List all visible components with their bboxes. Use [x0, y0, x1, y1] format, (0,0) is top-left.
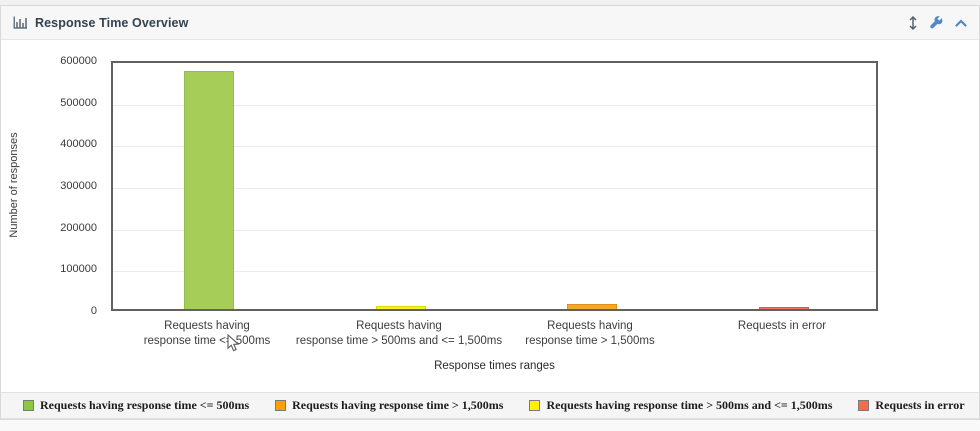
page-background-strip — [0, 0, 980, 5]
mouse-cursor — [227, 333, 242, 357]
x-axis-title: Response times ranges — [434, 360, 555, 372]
y-tick-label: 300000 — [60, 180, 97, 192]
legend-label: Requests having response time <= 500ms — [40, 398, 250, 412]
y-tick-label: 500000 — [60, 96, 97, 109]
panel-header: Response Time Overview — [1, 6, 979, 40]
panel-title: Response Time Overview — [35, 15, 189, 30]
legend-item[interactable]: Requests in error — [858, 398, 965, 413]
legend-label: Requests having response time > 1,500ms — [292, 398, 504, 412]
y-tick-label: 200000 — [60, 221, 97, 234]
gridline — [113, 229, 876, 231]
collapse-panel-icon[interactable] — [955, 18, 967, 27]
bar-chart-icon — [13, 16, 28, 29]
resize-vertical-icon[interactable] — [908, 15, 918, 30]
legend-item[interactable]: Requests having response time <= 500ms — [23, 398, 249, 413]
bar[interactable] — [376, 306, 426, 309]
y-tick-label: 600000 — [60, 55, 97, 67]
legend-label: Requests in error — [875, 398, 965, 412]
chart-area: Number of responses 0 100000 200000 300000 4… — [1, 40, 979, 392]
legend-item[interactable]: Requests having response time > 1,500ms — [275, 398, 503, 413]
legend-item[interactable]: Requests having response time > 500ms an… — [529, 398, 832, 413]
gridline — [113, 146, 876, 148]
wrench-icon[interactable] — [930, 16, 943, 29]
bar[interactable] — [567, 304, 617, 309]
x-category-label: Requests in error — [737, 320, 827, 332]
legend-swatch — [275, 400, 287, 411]
chart-legend: Requests having response time <= 500ms Re… — [1, 392, 979, 419]
gridline — [113, 104, 876, 106]
gridline — [113, 271, 876, 273]
y-tick-label: 0 — [90, 305, 97, 317]
y-tick-label: 400000 — [60, 138, 97, 151]
x-category-label: Requests having response time > 500ms and… — [295, 320, 503, 347]
legend-swatch — [858, 400, 870, 411]
x-category-label: Requests having response time > 1,500ms — [525, 320, 655, 347]
gridline — [113, 188, 876, 189]
legend-swatch — [529, 400, 541, 411]
bar[interactable] — [759, 307, 809, 309]
response-time-overview-panel: Response Time Overview — [0, 5, 980, 420]
plot-area — [111, 61, 878, 311]
legend-swatch — [23, 400, 34, 411]
y-tick-label: 100000 — [60, 263, 97, 276]
bar[interactable] — [184, 71, 234, 309]
legend-label: Requests having response time > 500ms an… — [546, 398, 833, 412]
